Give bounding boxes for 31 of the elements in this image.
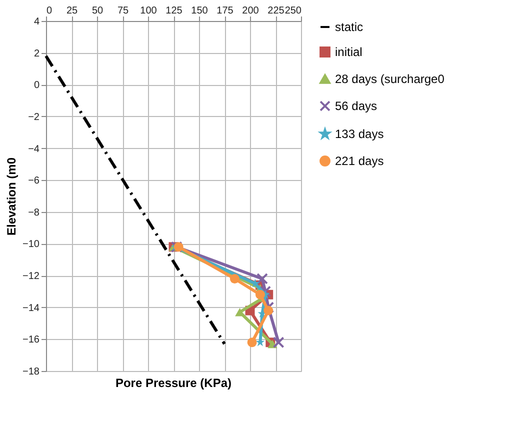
legend-label: 133 days: [335, 127, 384, 141]
legend-label: static: [335, 20, 364, 34]
x-tick-label: 250: [284, 6, 302, 16]
x-tick-label: 100: [140, 6, 158, 16]
y-tick-label: −8: [28, 207, 40, 218]
y-tick-label: −2: [28, 112, 40, 123]
y-tick-label: 0: [34, 80, 40, 92]
y-tick-label: −4: [28, 144, 40, 155]
x-tick-label: 200: [242, 6, 260, 16]
x-tick-label: 150: [191, 6, 208, 16]
x-tick-label: 225: [268, 6, 285, 16]
y-tick-label: −16: [22, 334, 40, 346]
y-tick-label: −12: [22, 271, 40, 282]
x-tick-label: 75: [117, 6, 129, 16]
y-tick-label: −14: [22, 302, 40, 314]
legend-label: 56 days: [335, 99, 378, 113]
x-tick-label: 50: [92, 6, 104, 16]
y-tick-label: 4: [34, 16, 40, 28]
legend-label: initial: [335, 45, 362, 59]
y-tick-label: −6: [28, 176, 40, 187]
legend-label: 28 days (surcharge0: [335, 72, 445, 86]
x-tick-label: 25: [66, 6, 78, 16]
legend-label: 221 days: [335, 154, 384, 168]
y-tick-label: 2: [34, 48, 40, 60]
x-tick-label: 0: [46, 6, 52, 16]
x-tick-label: 125: [166, 6, 183, 16]
y-tick-label: −10: [22, 239, 40, 250]
x-tick-label: 175: [216, 6, 234, 16]
y-tick-label: −18: [22, 366, 40, 378]
y-axis-title: Elevation (m0: [4, 157, 19, 236]
x-axis-title: Pore Pressure (KPa): [115, 376, 232, 390]
